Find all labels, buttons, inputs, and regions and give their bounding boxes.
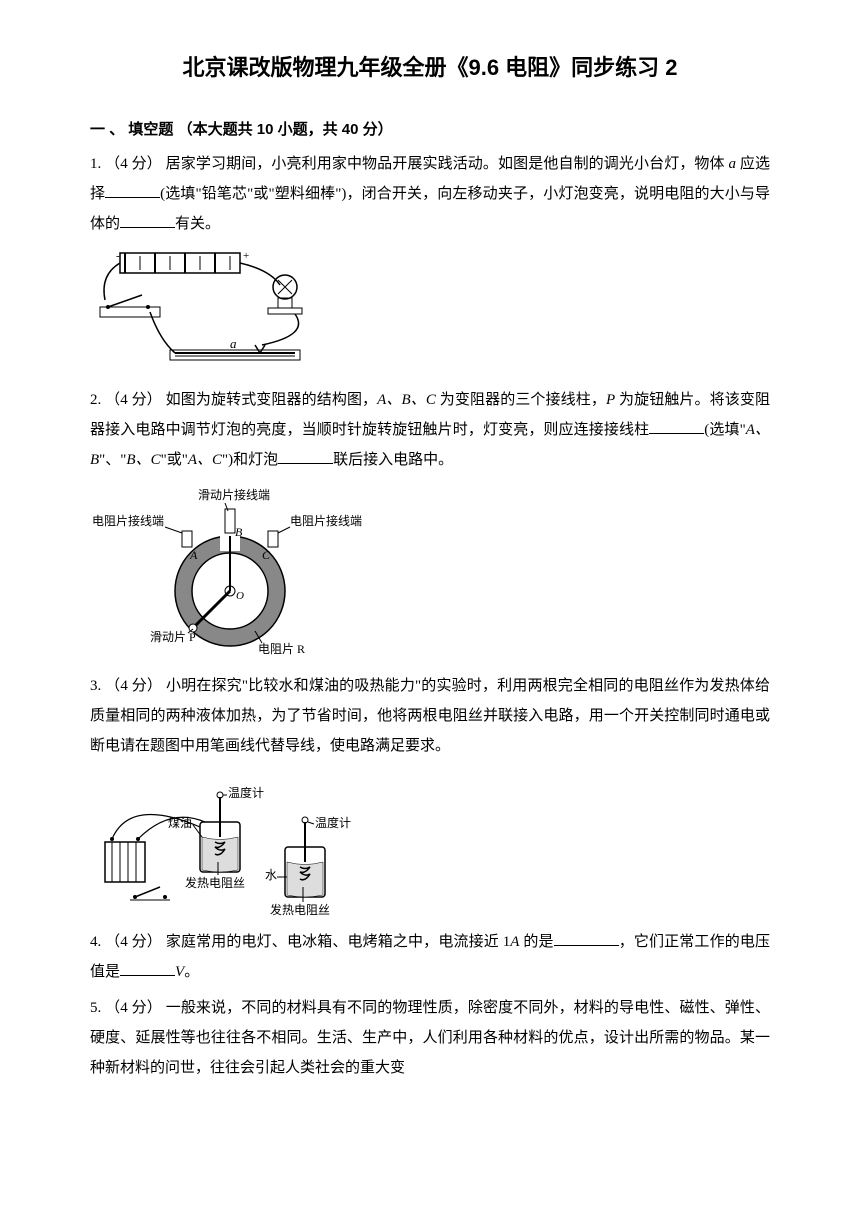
question-3: 3. （4 分） 小明在探究"比较水和煤油的吸热能力"的实验时，利用两根完全相同…	[90, 671, 770, 761]
svg-text:+: +	[243, 250, 249, 262]
blank-5[interactable]	[554, 931, 619, 946]
svg-text:温度计: 温度计	[228, 785, 264, 800]
q2-abc: A、B、C	[377, 392, 436, 408]
q4-text-1: 家庭常用的电灯、电冰箱、电烤箱之中，电流接近 1	[166, 934, 510, 950]
svg-text:O: O	[236, 590, 244, 602]
q2-text-7: ")和灯泡	[222, 452, 278, 468]
q4-points: （4 分）	[105, 934, 162, 950]
svg-text:a: a	[230, 336, 237, 351]
section-header: 一 、 填空题 （本大题共 10 小题，共 40 分）	[90, 118, 770, 139]
section-count: （本大题共 10 小题，共 40 分）	[178, 121, 393, 138]
q5-text: 一般来说，不同的材料具有不同的物理性质，除密度不同外，材料的导电性、磁性、弹性、…	[90, 1000, 770, 1076]
svg-text:发热电阻丝: 发热电阻丝	[185, 875, 245, 890]
fig2-label-res-term-l: 电阻片接线端	[92, 513, 164, 528]
fig2-label-res-term-r: 电阻片接线端	[290, 513, 362, 528]
q2-text-5: "、"	[99, 452, 126, 468]
q3-num: 3.	[90, 678, 101, 694]
fig2-label-slider-term: 滑动片接线端	[198, 487, 270, 502]
q2-text-8: 联后接入电路中。	[333, 452, 453, 468]
svg-text:发热电阻丝: 发热电阻丝	[270, 902, 330, 917]
q4-num: 4.	[90, 934, 101, 950]
blank-3[interactable]	[649, 419, 704, 434]
q2-opt2: B、C	[126, 452, 160, 468]
blank-6[interactable]	[120, 961, 175, 976]
q2-text-2: 为变阻器的三个接线柱，	[436, 392, 606, 408]
q1-text-4: 有关。	[175, 216, 220, 232]
blank-2[interactable]	[120, 213, 175, 228]
blank-4[interactable]	[278, 449, 333, 464]
q1-text-1: 居家学习期间，小亮利用家中物品开展实践活动。如图是他自制的调光小台灯，物体	[166, 156, 729, 172]
section-sep: 、	[109, 121, 124, 138]
svg-text:C: C	[262, 548, 271, 562]
question-4: 4. （4 分） 家庭常用的电灯、电冰箱、电烤箱之中，电流接近 1A 的是，它们…	[90, 927, 770, 987]
q5-points: （4 分）	[105, 1000, 162, 1016]
q3-points: （4 分）	[105, 678, 162, 694]
fig2-label-resistor: 电阻片 R	[258, 642, 305, 656]
q1-points: （4 分）	[105, 156, 162, 172]
q2-p: P	[606, 392, 615, 408]
figure-2: A B C O 滑动片接线端 电阻片接线端 电阻片接线端 滑动片 P 电阻片 R	[90, 481, 770, 661]
figure-1: - + a	[90, 245, 770, 375]
q2-opt3: A、C	[188, 452, 222, 468]
q2-text-6: "或"	[161, 452, 188, 468]
svg-text:-: -	[116, 250, 120, 262]
section-name: 填空题	[128, 121, 173, 138]
q1-italic-a: a	[729, 156, 737, 172]
q5-num: 5.	[90, 1000, 101, 1016]
figure-3: 温度计 温度计 煤油 水 发热电阻丝 发热电阻丝	[90, 767, 770, 917]
q4-v: V	[175, 964, 184, 980]
page-title: 北京课改版物理九年级全册《9.6 电阻》同步练习 2	[90, 50, 770, 82]
blank-1[interactable]	[105, 183, 160, 198]
question-1: 1. （4 分） 居家学习期间，小亮利用家中物品开展实践活动。如图是他自制的调光…	[90, 149, 770, 239]
q1-num: 1.	[90, 156, 101, 172]
q2-text-4: (选填"	[704, 422, 745, 438]
question-2: 2. （4 分） 如图为旋转式变阻器的结构图，A、B、C 为变阻器的三个接线柱，…	[90, 385, 770, 475]
q3-text: 小明在探究"比较水和煤油的吸热能力"的实验时，利用两根完全相同的电阻丝作为发热体…	[90, 678, 770, 754]
q4-text-4: 。	[184, 964, 199, 980]
svg-text:B: B	[235, 525, 243, 539]
q2-text-1: 如图为旋转式变阻器的结构图，	[166, 392, 378, 408]
section-number: 一	[90, 121, 105, 138]
svg-text:温度计: 温度计	[315, 815, 351, 830]
svg-text:水: 水	[265, 868, 277, 882]
q2-num: 2.	[90, 392, 101, 408]
svg-text:A: A	[189, 548, 198, 562]
q2-points: （4 分）	[105, 392, 162, 408]
question-5: 5. （4 分） 一般来说，不同的材料具有不同的物理性质，除密度不同外，材料的导…	[90, 993, 770, 1083]
q4-text-2: 的是	[519, 934, 553, 950]
